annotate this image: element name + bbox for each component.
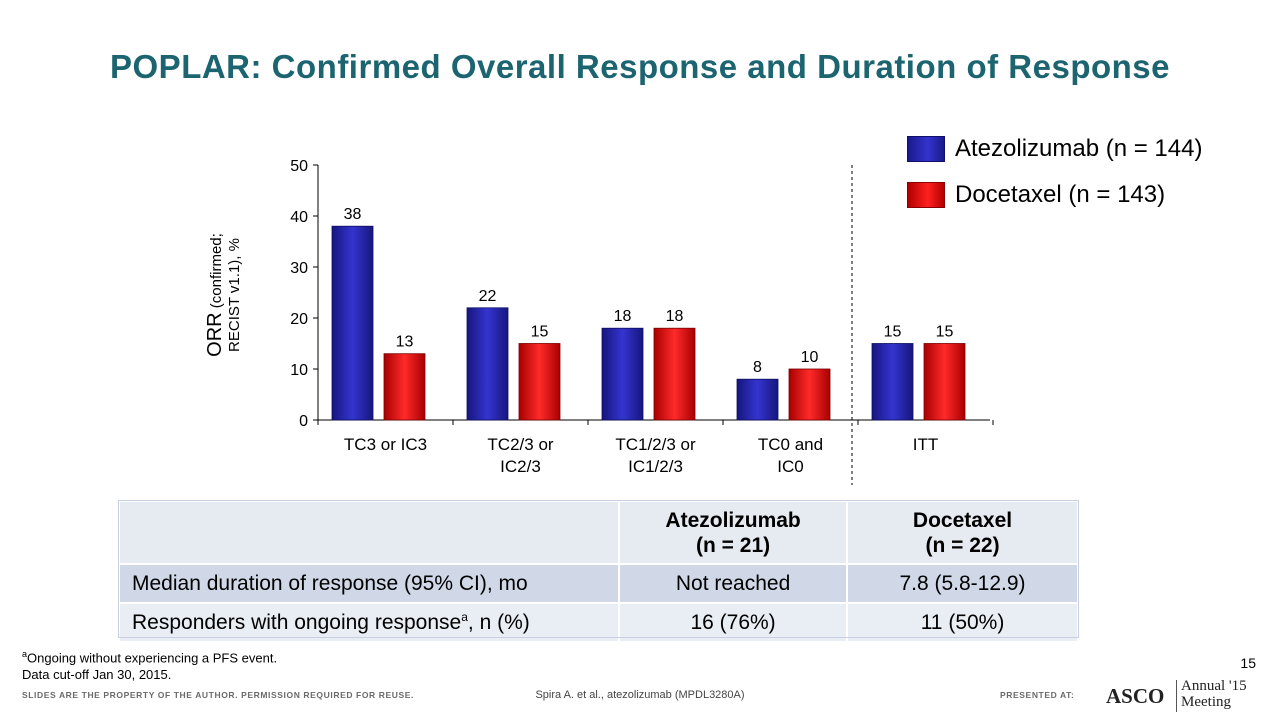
legend-label-atezolizumab: Atezolizumab (n = 144) xyxy=(955,135,1203,162)
duration-of-response-table: Atezolizumab (n = 21) Docetaxel (n = 22) M… xyxy=(117,500,1079,643)
legend-item-atezolizumab: Atezolizumab (n = 144) xyxy=(907,135,1202,163)
y-axis-label: ORR (confirmed; RECIST v1.1), % xyxy=(204,233,244,357)
footnote-line1: Ongoing without experiencing a PFS event… xyxy=(27,650,278,666)
footnote-superscript: a xyxy=(22,649,28,659)
table-row: Responders with ongoing responsea, n (%)… xyxy=(117,602,1079,643)
data-label: 18 xyxy=(666,308,684,325)
row-label-ongoing-response: Responders with ongoing responsea, n (%) xyxy=(117,602,621,643)
y-tick-label: 0 xyxy=(299,413,308,430)
table-header-atezolizumab: Atezolizumab (n = 21) xyxy=(618,500,849,565)
row-label-ongoing-suffix: , n (%) xyxy=(467,611,530,634)
footnote-line2: Data cut-off Jan 30, 2015. xyxy=(22,667,172,683)
bar-docetaxel xyxy=(923,343,966,421)
table-header-docetaxel: Docetaxel (n = 22) xyxy=(846,500,1079,565)
legend-swatch-atezolizumab xyxy=(907,136,945,162)
x-tick-label: IC2/3 xyxy=(500,457,541,476)
annual-meeting-logo: Annual '15 Meeting xyxy=(1181,678,1247,710)
table-header-docetaxel-text: Docetaxel (n = 22) xyxy=(912,508,1013,557)
data-label: 15 xyxy=(531,324,549,341)
cell-docetaxel-median: 7.8 (5.8-12.9) xyxy=(846,563,1079,604)
legend-swatch-docetaxel xyxy=(907,182,945,208)
logo-divider xyxy=(1176,680,1177,712)
data-label: 15 xyxy=(936,324,954,341)
data-label: 15 xyxy=(884,324,902,341)
table-header-blank xyxy=(117,500,621,565)
data-label: 18 xyxy=(614,308,632,325)
data-label: 8 xyxy=(753,359,762,376)
footnote: aOngoing without experiencing a PFS even… xyxy=(22,646,277,683)
x-tick-label: ITT xyxy=(913,435,939,454)
cell-atezolizumab-ongoing: 16 (76%) xyxy=(618,602,849,643)
data-label: 13 xyxy=(396,334,414,351)
orr-bar-chart: 0 10 20 30 40 50 38 13 TC3 or IC3 22 15 TC2/3 or IC2… xyxy=(290,158,994,485)
page-number: 15 xyxy=(1240,655,1256,671)
bar-atezolizumab xyxy=(871,343,914,421)
citation-text: Spira A. et al., atezolizumab (MPDL3280A… xyxy=(535,689,745,701)
bar-docetaxel xyxy=(518,343,561,421)
legend-label-docetaxel: Docetaxel (n = 143) xyxy=(955,181,1166,208)
presented-at-text: PRESENTED AT: xyxy=(1000,690,1075,700)
cell-docetaxel-ongoing: 11 (50%) xyxy=(846,602,1079,643)
x-tick-label: TC2/3 or xyxy=(487,435,553,454)
asco-logo: ASCO xyxy=(1106,684,1165,708)
x-tick-label: TC3 or IC3 xyxy=(344,435,427,454)
table-header-row: Atezolizumab (n = 21) Docetaxel (n = 22) xyxy=(117,500,1079,565)
disclaimer-text: SLIDES ARE THE PROPERTY OF THE AUTHOR. P… xyxy=(22,690,414,700)
data-label: 38 xyxy=(344,206,362,223)
bar-atezolizumab xyxy=(466,307,509,421)
y-axis-label-main: ORR xyxy=(204,312,226,357)
y-axis-label-sub2: RECIST v1.1), % xyxy=(226,238,243,352)
y-axis-label-sub1: (confirmed; xyxy=(208,233,225,313)
slide-title: POPLAR: Confirmed Overall Response and D… xyxy=(110,48,1170,85)
bar-docetaxel xyxy=(383,353,426,421)
y-tick-label: 10 xyxy=(290,362,308,379)
x-tick-label: IC0 xyxy=(777,457,803,476)
row-label-superscript: a xyxy=(461,610,468,624)
annual-text: Annual '15 xyxy=(1181,678,1247,694)
cell-atezolizumab-median: Not reached xyxy=(618,563,849,604)
bar-docetaxel xyxy=(653,327,696,421)
data-label: 22 xyxy=(479,288,497,305)
row-label-ongoing-text: Responders with ongoing response xyxy=(132,611,462,634)
x-tick-label: TC1/2/3 or xyxy=(615,435,696,454)
data-label: 10 xyxy=(801,349,819,366)
bar-docetaxel xyxy=(788,368,831,421)
x-tick-label: IC1/2/3 xyxy=(628,457,683,476)
meeting-text: Meeting xyxy=(1181,694,1231,710)
bar-atezolizumab xyxy=(601,327,644,421)
bar-atezolizumab xyxy=(331,225,374,421)
bar-atezolizumab xyxy=(736,378,779,421)
y-tick-label: 40 xyxy=(290,209,308,226)
table-header-atezolizumab-text: Atezolizumab (n = 21) xyxy=(665,508,801,557)
table-row: Median duration of response (95% CI), mo… xyxy=(117,563,1079,604)
y-tick-label: 20 xyxy=(290,311,308,328)
row-label-median-duration: Median duration of response (95% CI), mo xyxy=(117,563,621,604)
y-tick-label: 50 xyxy=(290,158,308,175)
x-tick-label: TC0 and xyxy=(758,435,823,454)
legend-item-docetaxel: Docetaxel (n = 143) xyxy=(907,181,1165,209)
y-tick-label: 30 xyxy=(290,260,308,277)
